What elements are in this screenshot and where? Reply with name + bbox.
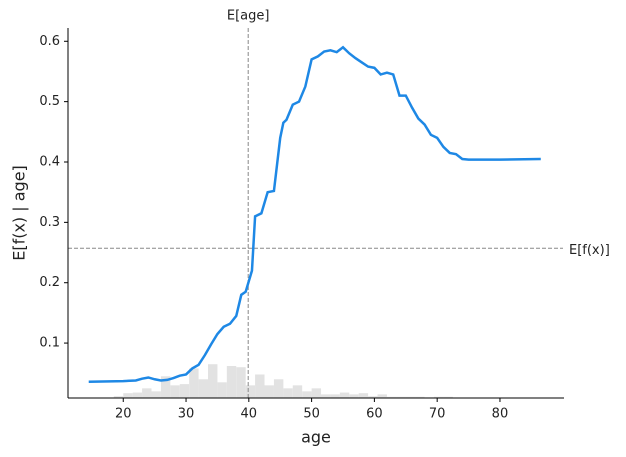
histogram-bar [377,394,387,398]
histogram-bar [236,367,246,398]
histogram-bar [217,382,227,398]
histogram-bar [123,393,133,398]
y-tick-label: 0.4 [39,154,60,169]
reference-label: E[age] [227,9,270,24]
histogram-bar [189,368,199,398]
histogram-bar [396,396,406,398]
y-tick-label: 0.5 [39,94,60,109]
histogram-bar [151,391,161,398]
histogram-bar [311,388,322,398]
x-tick-label: 30 [178,407,195,422]
histogram-bar [339,392,350,398]
histogram-bar [434,396,444,398]
histogram-bar [255,374,265,398]
histogram-bar [198,379,209,398]
histogram-bar [273,379,284,398]
data-line [88,45,541,383]
histogram-bar [358,393,369,398]
histogram-bar [302,391,312,398]
histogram-bar [405,396,416,398]
x-tick-label: 70 [429,407,446,422]
histogram-bar [170,385,180,398]
histogram-bar [226,366,237,398]
y-tick-label: 0.6 [39,34,60,49]
histogram-bar [142,388,152,398]
y-tick-label: 0.2 [39,275,60,290]
histogram-bar [292,385,303,398]
x-tick-label: 40 [241,407,258,422]
histogram-bar [113,396,124,398]
histogram-bar [386,396,397,398]
x-tick-label: 50 [303,407,320,422]
histogram-bar [208,364,218,398]
y-tick-label: 0.3 [39,215,60,230]
histogram-bar [321,394,331,398]
histogram-bar [368,396,378,398]
histogram-bar [264,385,274,398]
y-tick-label: 0.1 [39,336,60,351]
histogram-bar [245,385,256,398]
histogram-bar [132,392,143,398]
histogram-bar [443,396,453,398]
x-tick-label: 20 [115,407,132,422]
x-tick-label: 60 [366,407,383,422]
reference-label: E[f(x)] [569,243,610,258]
histogram-bar [415,396,425,398]
histogram-bar [179,384,190,398]
histogram-bar [160,376,171,398]
histogram-bar [283,388,293,398]
x-axis-label: age [301,428,331,447]
y-axis-label: E[f(x) | age] [10,165,29,261]
histogram-bar [330,394,340,398]
x-tick-label: 80 [492,407,509,422]
histogram-bar [349,394,359,398]
